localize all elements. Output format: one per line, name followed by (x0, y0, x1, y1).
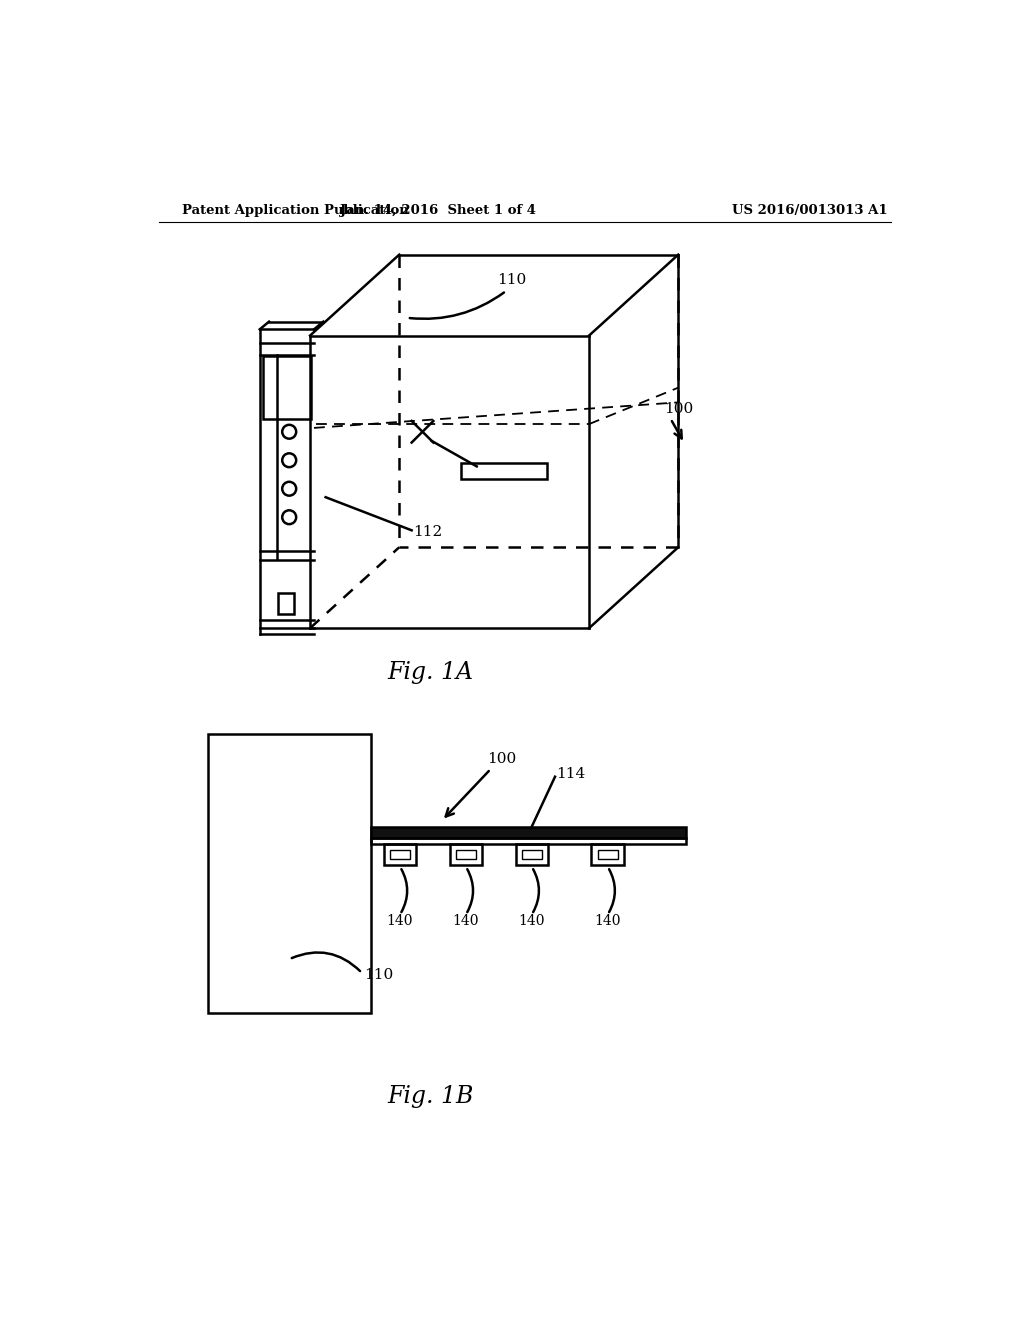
Text: 140: 140 (387, 913, 414, 928)
Text: Jan. 14, 2016  Sheet 1 of 4: Jan. 14, 2016 Sheet 1 of 4 (340, 205, 536, 218)
Bar (450, 843, 482, 866)
Text: 140: 140 (595, 913, 621, 928)
Text: 140: 140 (518, 913, 545, 928)
Text: Fig. 1A: Fig. 1A (387, 661, 473, 684)
Text: 114: 114 (557, 767, 586, 781)
Text: 100: 100 (487, 752, 516, 766)
Bar (371, 838, 686, 843)
Bar (598, 850, 617, 859)
Text: 110: 110 (365, 968, 393, 982)
Bar (279, 593, 294, 614)
Text: US 2016/0013013 A1: US 2016/0013013 A1 (732, 205, 888, 218)
Bar (371, 826, 686, 838)
Bar (456, 850, 476, 859)
Text: 100: 100 (664, 401, 693, 416)
Bar (521, 850, 542, 859)
Bar (384, 843, 417, 866)
Text: 140: 140 (453, 913, 479, 928)
Bar (263, 355, 311, 418)
Text: 110: 110 (497, 273, 526, 286)
Bar (390, 850, 410, 859)
Text: 112: 112 (414, 525, 442, 539)
Bar (592, 843, 624, 866)
Bar (461, 462, 547, 479)
Bar (208, 734, 371, 1014)
Text: Patent Application Publication: Patent Application Publication (182, 205, 409, 218)
Text: Fig. 1B: Fig. 1B (387, 1085, 473, 1107)
Bar (515, 843, 548, 866)
